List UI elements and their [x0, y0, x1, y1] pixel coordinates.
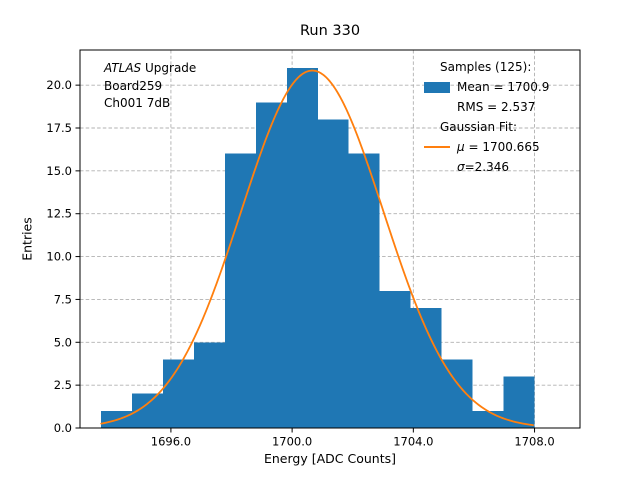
annotation-brand-rest: Upgrade: [141, 61, 197, 75]
histogram-bar: [194, 342, 225, 428]
histogram-bar: [163, 359, 195, 428]
y-tick-label: 10.0: [46, 250, 72, 264]
legend-handle: [424, 145, 450, 149]
histogram-bar: [441, 359, 473, 428]
gaussian-fit-curve: [100, 69, 534, 427]
annotation-line-channel: Ch001 7dB: [104, 96, 171, 110]
histogram-bar: [317, 119, 349, 428]
legend-mu-label: μ = 1700.665: [457, 140, 540, 154]
axes-frame: [79, 49, 581, 429]
annotation-line-brand: ATLAS Upgrade: [104, 60, 196, 78]
legend-handle: [424, 81, 450, 93]
histogram-bar: [224, 153, 256, 428]
histogram-bar: [286, 68, 318, 428]
x-ticks: 1696.0 1700.0 1704.0 1708.0: [151, 428, 555, 449]
legend-item-mu: μ = 1700.665: [424, 137, 549, 157]
legend-item-rms: RMS = 2.537: [424, 97, 549, 117]
y-tick-label: 20.0: [46, 78, 72, 92]
x-axis-label: Energy [ADC Counts]: [263, 451, 396, 466]
y-tick-label: 0.0: [54, 421, 72, 435]
y-tick-label: 15.0: [46, 164, 72, 178]
legend-mean-label: Mean = 1700.9: [457, 80, 550, 94]
legend-sigma-label: σ=2.346: [457, 160, 509, 174]
y-tick-label: 17.5: [46, 121, 72, 135]
y-tick-label: 7.5: [54, 292, 72, 306]
y-tick-label: 12.5: [46, 207, 72, 221]
y-ticks: 0.0 2.5 5.0 7.5 10.0 12.5 15.0 17.5 20.0: [46, 78, 80, 435]
annotation-block: ATLAS Upgrade Board259 Ch001 7dB: [104, 60, 196, 113]
x-tick-label: 1696.0: [151, 435, 191, 449]
legend-item-sigma: σ=2.346: [424, 157, 549, 177]
y-tick-label: 5.0: [54, 335, 72, 349]
legend-fit-header: Gaussian Fit:: [440, 120, 517, 134]
x-tick-label: 1704.0: [393, 435, 433, 449]
histogram-swatch: [424, 81, 450, 93]
histogram-bar: [410, 308, 442, 428]
fit-line-swatch: [424, 145, 450, 149]
x-tick-label: 1700.0: [272, 435, 312, 449]
legend-samples-header: Samples (125):: [440, 60, 532, 74]
histogram-bar: [472, 410, 504, 428]
mu-symbol: μ: [457, 140, 465, 154]
x-tick-label: 1708.0: [514, 435, 554, 449]
histogram-bars: [101, 68, 535, 429]
sigma-value: =2.346: [464, 160, 510, 174]
mu-value: = 1700.665: [464, 140, 540, 154]
legend-rms-label: RMS = 2.537: [457, 100, 536, 114]
legend: Samples (125): Mean = 1700.9 RMS = 2.537…: [424, 57, 549, 177]
y-tick-label: 2.5: [54, 378, 72, 392]
annotation-line-board: Board259: [104, 78, 163, 93]
chart-title: Run 330: [299, 23, 361, 39]
histogram-bar: [379, 290, 411, 428]
sigma-symbol: σ: [457, 160, 465, 174]
histogram-bar: [255, 102, 287, 429]
histogram-bar: [348, 153, 380, 428]
legend-item-mean: Mean = 1700.9: [424, 77, 549, 97]
y-axis-label: Entries: [19, 217, 35, 261]
annotation-brand: ATLAS: [104, 61, 142, 75]
